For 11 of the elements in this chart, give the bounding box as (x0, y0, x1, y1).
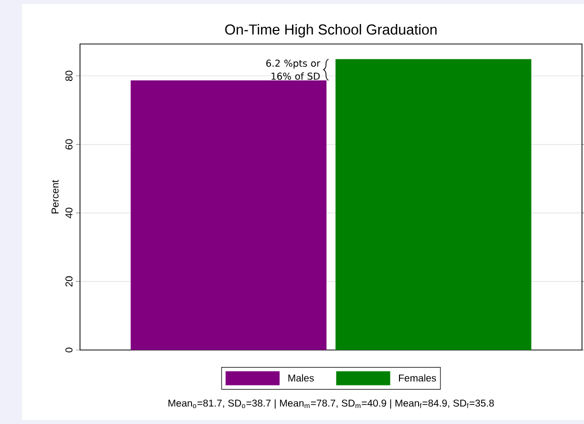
y-axis-title: Percent (52, 180, 59, 214)
y-tick-label: 0 (65, 348, 72, 352)
text: Males (288, 374, 314, 382)
y-tick-label: 20 (65, 276, 72, 287)
annotation: 6.2 %pts or 16% of SD (266, 60, 320, 80)
y-tick-label: 40 (65, 208, 72, 218)
chart-title: On-Time High School Graduation (225, 24, 437, 38)
text: Females (399, 374, 436, 382)
y-tick-label: 80 (65, 70, 72, 81)
y-tick-label: 60 (65, 139, 72, 150)
text: Mean$_{o}$=81.7, SD$_{o}$=38.7 | Mean$_{m}$=78.7, SD$_{m}$=40.9 | Mean$_{f}$=84.9, SD$_{f}$=35.8 (168, 399, 494, 409)
